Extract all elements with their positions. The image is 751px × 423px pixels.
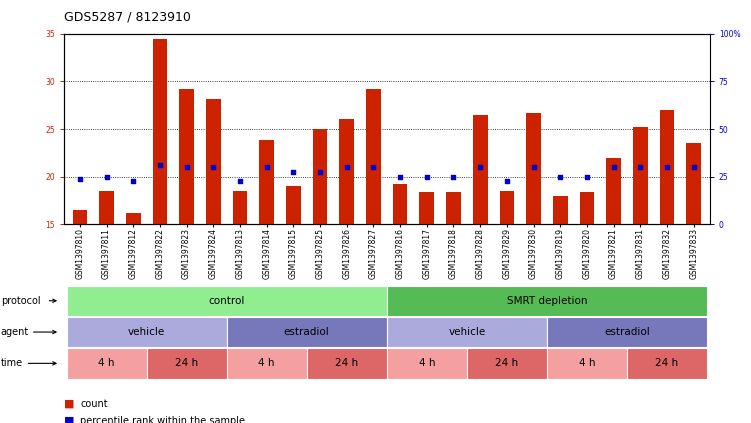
Point [608,164,620,170]
Bar [233,191,247,224]
Point [581,173,593,180]
Point [127,178,139,185]
Text: count: count [80,399,108,409]
Bar [686,143,701,224]
Point [314,168,326,175]
Text: percentile rank within the sample: percentile rank within the sample [80,416,246,423]
Point [394,173,406,180]
Bar [526,113,541,224]
Bar [179,89,194,224]
Point [474,164,486,170]
Text: 24 h: 24 h [175,358,198,368]
Bar [446,192,461,224]
Text: 24 h: 24 h [335,358,358,368]
Bar [606,158,621,224]
Bar [393,184,408,224]
Point [180,164,192,170]
Text: ■: ■ [64,416,74,423]
Text: estradiol: estradiol [284,327,330,337]
Text: 4 h: 4 h [579,358,596,368]
Point [501,178,513,185]
Point [367,164,379,170]
Bar [286,186,300,224]
Text: vehicle: vehicle [128,327,165,337]
Point [635,164,647,170]
Text: estradiol: estradiol [604,327,650,337]
Bar [420,192,434,224]
Text: control: control [209,296,245,306]
Bar [473,115,487,224]
Point [207,164,219,170]
Text: GDS5287 / 8123910: GDS5287 / 8123910 [64,11,191,24]
Point [234,178,246,185]
Point [527,164,539,170]
Point [101,173,113,180]
Bar [152,38,167,224]
Text: SMRT depletion: SMRT depletion [507,296,587,306]
Text: ■: ■ [64,399,74,409]
Point [288,168,300,175]
Bar [73,210,87,224]
Point [554,173,566,180]
Point [154,162,166,169]
Text: 4 h: 4 h [418,358,435,368]
Bar [259,140,274,224]
Bar [633,127,647,224]
Point [448,173,460,180]
Bar [499,191,514,224]
Bar [206,99,221,224]
Bar [99,191,114,224]
Bar [339,119,354,224]
Point [74,175,86,182]
Text: 24 h: 24 h [656,358,679,368]
Bar [553,196,568,224]
Point [661,164,673,170]
Bar [366,89,381,224]
Point [341,164,353,170]
Point [421,173,433,180]
Bar [659,110,674,224]
Text: time: time [1,358,23,368]
Text: vehicle: vehicle [448,327,485,337]
Bar [312,129,327,224]
Point [261,164,273,170]
Text: agent: agent [1,327,29,337]
Text: 24 h: 24 h [496,358,518,368]
Bar [580,192,594,224]
Text: protocol: protocol [1,296,41,306]
Point [688,164,700,170]
Text: 4 h: 4 h [98,358,115,368]
Text: 4 h: 4 h [258,358,275,368]
Bar [126,213,140,224]
